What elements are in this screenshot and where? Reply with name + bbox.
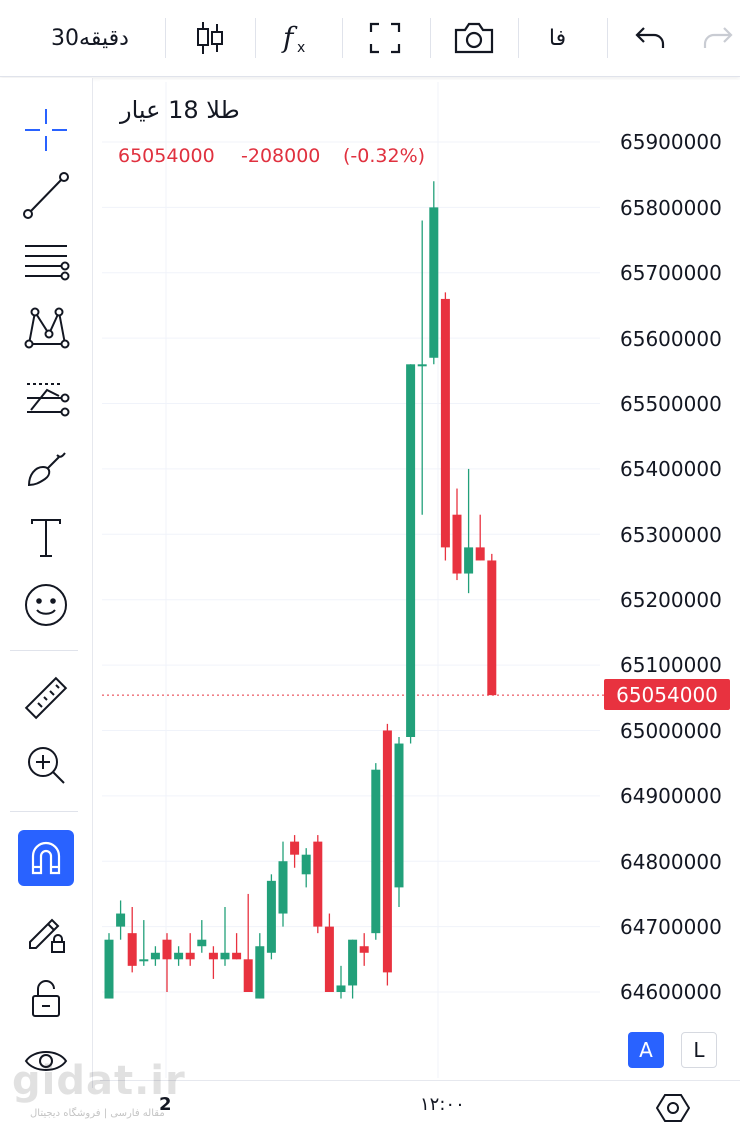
- toolbar-divider: [10, 811, 78, 812]
- language-button[interactable]: فا: [548, 25, 567, 51]
- toolbar-divider: [10, 650, 78, 651]
- candles-chart-type-icon[interactable]: [180, 0, 240, 76]
- price-axis-label: 65900000: [620, 130, 722, 154]
- pattern-tool-icon[interactable]: [14, 300, 78, 356]
- price-axis-label: 64600000: [620, 980, 722, 1004]
- watermark-subtitle: مقاله فارسی | فروشگاه دیجیتال: [30, 1108, 165, 1119]
- undo-icon[interactable]: [622, 0, 678, 76]
- last-price: 65054000: [118, 145, 215, 167]
- price-axis-label: 65100000: [620, 653, 722, 677]
- price-axis-label: 65600000: [620, 327, 722, 351]
- eye-icon[interactable]: [14, 1033, 78, 1089]
- ruler-icon[interactable]: [14, 670, 78, 726]
- trend-line-icon[interactable]: [14, 167, 78, 223]
- fib-levels-icon[interactable]: [14, 234, 78, 290]
- brush-icon[interactable]: [14, 441, 78, 497]
- price-axis-label: 64800000: [620, 850, 722, 874]
- price-axis-label: 65400000: [620, 457, 722, 481]
- time-axis: [100, 1080, 740, 1136]
- symbol-title: طلا 18 عیار: [120, 96, 240, 124]
- svg-text:x: x: [297, 40, 305, 56]
- drawing-toolbar: [0, 78, 93, 1088]
- toolbar-divider: [342, 18, 343, 58]
- camera-icon[interactable]: [443, 0, 505, 76]
- emoji-icon[interactable]: [14, 577, 78, 633]
- watermark-logo: gidat.ir: [12, 1058, 186, 1104]
- price-axis-label: 65700000: [620, 261, 722, 285]
- price-axis-label: 65300000: [620, 523, 722, 547]
- auto-scale-button[interactable]: A: [628, 1032, 664, 1068]
- current-price-tag: 65054000: [604, 679, 730, 710]
- price-axis-label: 64700000: [620, 915, 722, 939]
- chart-panel[interactable]: [100, 80, 740, 1080]
- price-axis-label: 65800000: [620, 196, 722, 220]
- price-axis-label: 65200000: [620, 588, 722, 612]
- price-axis-label: 65000000: [620, 719, 722, 743]
- time-axis-label: ۱۲:۰۰: [420, 1094, 465, 1115]
- price-change-percent: (-0.32%): [343, 145, 426, 167]
- svg-text:f: f: [281, 21, 298, 54]
- chart-settings-icon[interactable]: [656, 1092, 690, 1124]
- log-scale-button[interactable]: L: [681, 1032, 717, 1068]
- toolbar-divider: [165, 18, 166, 58]
- toolbar-divider: [430, 18, 431, 58]
- fullscreen-icon[interactable]: [355, 0, 415, 76]
- price-axis-label: 64900000: [620, 784, 722, 808]
- time-axis-label: 2: [159, 1094, 172, 1115]
- unlock-icon[interactable]: [14, 971, 78, 1027]
- lock-drawings-pencil-icon[interactable]: [14, 904, 78, 960]
- toolbar-divider: [607, 18, 608, 58]
- zoom-in-icon[interactable]: [14, 737, 78, 793]
- toolbar-divider: [255, 18, 256, 58]
- redo-icon[interactable]: [696, 0, 740, 76]
- price-change: -208000: [241, 145, 321, 167]
- magnet-icon[interactable]: [14, 830, 78, 886]
- price-axis-label: 65500000: [620, 392, 722, 416]
- toolbar-divider: [518, 18, 519, 58]
- interval-selector[interactable]: 30دقیقه: [51, 25, 129, 51]
- text-tool-icon[interactable]: [14, 510, 78, 566]
- prediction-tool-icon[interactable]: [14, 370, 78, 426]
- crosshair-icon[interactable]: [14, 102, 78, 158]
